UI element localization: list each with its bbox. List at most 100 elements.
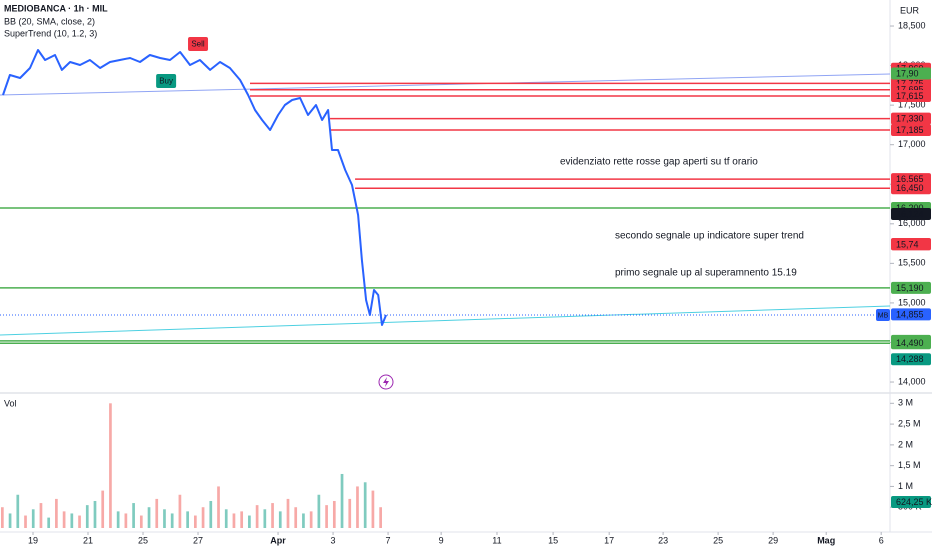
volume-bar — [163, 509, 166, 528]
volume-bar — [309, 511, 313, 528]
volume-bar — [217, 486, 220, 528]
volume-title: Vol — [4, 398, 17, 408]
x-tick-label: 25 — [138, 535, 148, 545]
x-tick-label: 15 — [548, 535, 558, 545]
volume-bar — [170, 513, 174, 528]
price-badge-label: 15,190 — [896, 283, 924, 293]
y-tick-label: 16,000 — [898, 218, 926, 228]
price-badge-label: 17,330 — [896, 113, 924, 123]
volume-bar — [240, 511, 244, 528]
price-badge-label: 624,25 K — [896, 497, 932, 507]
volume-bar — [8, 513, 12, 528]
signal-badge — [156, 74, 177, 89]
price-badge — [891, 353, 931, 366]
volume-bar — [194, 515, 197, 528]
signal-label: Buy — [159, 77, 173, 86]
price-badge — [891, 207, 931, 220]
volume-bar — [47, 517, 51, 528]
x-tick-label: 29 — [768, 535, 778, 545]
volume-bar — [302, 513, 305, 528]
annotation: secondo segnale up indicatore super tren… — [615, 231, 804, 242]
x-tick-label: 23 — [658, 535, 668, 545]
volume-bar — [39, 503, 43, 528]
volume-bar — [31, 509, 35, 528]
y-tick-label: 2,5 M — [898, 418, 921, 428]
volume-bar — [24, 515, 27, 528]
volume-bar — [263, 509, 267, 528]
price-badge — [891, 90, 931, 103]
price-badge — [891, 173, 931, 186]
indicator-label: SuperTrend (10, 1.2, 3) — [4, 28, 97, 38]
volume-bar — [139, 515, 143, 528]
volume-bar — [209, 500, 213, 528]
price-badge-label: 16,565 — [896, 174, 924, 184]
price-badge — [891, 182, 931, 195]
volume-bar — [224, 509, 228, 528]
x-tick-label: 21 — [83, 535, 93, 545]
signal-label: Sell — [191, 40, 205, 49]
volume-bar — [286, 498, 290, 528]
volume-bar — [340, 473, 344, 528]
price-badge-label: 14,855 — [896, 309, 924, 319]
volume-bar — [371, 490, 375, 528]
volume-bar — [271, 503, 274, 528]
price-badge — [891, 124, 931, 137]
price-badge-label: 17,775 — [896, 78, 924, 88]
trendline — [0, 73, 891, 96]
symbol-label: MB — [878, 312, 889, 319]
volume-bar — [16, 494, 20, 528]
volume-bar — [232, 513, 236, 528]
price-badge — [891, 337, 931, 350]
volume-bar — [124, 513, 128, 528]
volume-bar — [325, 505, 328, 528]
chart-title: MEDIOBANCA · 1h · MIL — [4, 3, 108, 13]
volume-bar — [132, 503, 135, 528]
volume-bar — [178, 494, 182, 528]
volume-bar — [294, 507, 298, 528]
annotation: primo segnale up al superamnento 15.19 — [615, 268, 797, 279]
volume-bar — [356, 486, 359, 528]
plot: 14,00014,50015,00015,50016,00016,50017,0… — [0, 20, 932, 545]
alert-icon — [378, 374, 394, 390]
annotation: evidenziato rette rosse gap aperti su tf… — [560, 157, 758, 168]
x-tick-label: 25 — [713, 535, 723, 545]
price-badge — [891, 67, 931, 80]
volume-bar — [109, 403, 112, 528]
price-badge — [891, 496, 931, 509]
volume-bar — [147, 507, 151, 528]
volume-bar — [248, 515, 251, 528]
volume-bar — [155, 498, 159, 528]
volume-bar — [278, 511, 282, 528]
volume-bar — [332, 500, 336, 528]
symbol-badge — [876, 309, 890, 322]
volume-bar — [70, 513, 74, 528]
price-badge-label: 16,124 — [896, 209, 924, 219]
price-badge-label: 16,200 — [896, 203, 924, 213]
x-tick-label: 27 — [193, 535, 203, 545]
volume-bar — [55, 498, 58, 528]
x-tick-label: 17 — [604, 535, 614, 545]
price-badge-label: 17,185 — [896, 125, 924, 135]
x-tick-label: 11 — [492, 535, 501, 545]
volume-bar — [93, 500, 97, 528]
volume-bar — [62, 511, 66, 528]
y-tick-label: 14,000 — [898, 376, 926, 386]
trendline — [0, 305, 891, 336]
volume-bar — [78, 515, 81, 528]
price-badge-label: 17,695 — [896, 85, 924, 95]
x-tick-label: Mag — [817, 535, 835, 545]
volume-bar — [1, 507, 4, 528]
currency-label: EUR — [900, 5, 920, 15]
price-badge-label: 15,74 — [896, 239, 919, 249]
y-tick-label: 2 M — [898, 439, 913, 449]
y-tick-label: 15,000 — [898, 297, 926, 307]
price-badge-label: 17,615 — [896, 91, 924, 101]
y-tick-label: 15,500 — [898, 258, 926, 268]
price-badge — [891, 308, 931, 321]
volume-bar — [363, 482, 367, 528]
y-tick-label: 1,5 M — [898, 460, 921, 470]
x-tick-label: 19 — [28, 535, 38, 545]
volume-bar — [186, 511, 189, 528]
volume-bar — [379, 507, 382, 528]
